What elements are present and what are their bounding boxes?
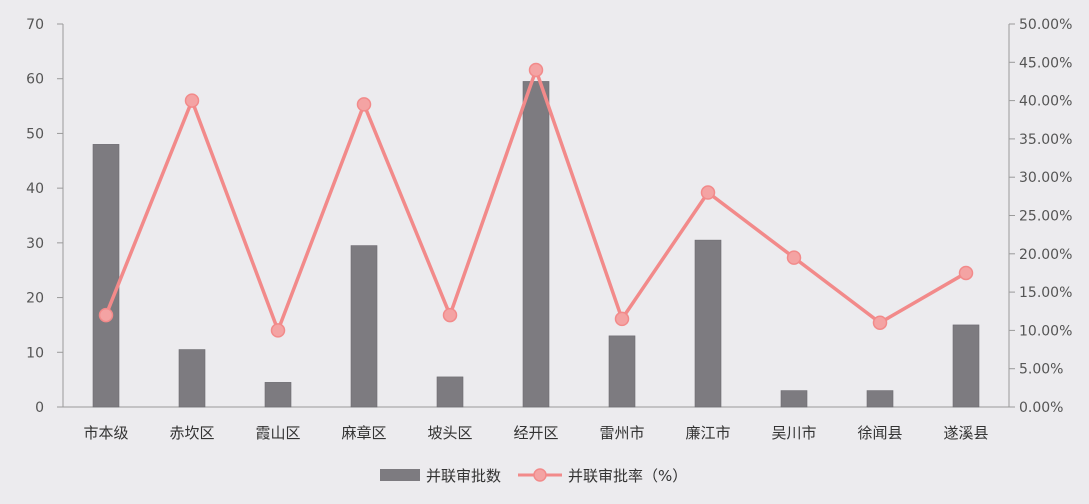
left-axis-tick-label: 60 [26,72,44,88]
legend-bar-label: 并联审批数 [426,467,501,485]
left-axis-tick-label: 20 [26,291,44,307]
bar [436,376,464,408]
bar [952,324,980,408]
category-label: 市本级 [83,424,128,442]
right-axis-tick-label: 35.00% [1019,132,1072,148]
left-axis-tick-label: 10 [26,345,44,361]
bar-series [92,81,980,408]
legend-line-label: 并联审批率（%） [568,467,687,485]
category-label: 遂溪县 [943,424,988,442]
right-axis-tick-label: 20.00% [1019,247,1072,263]
legend: 并联审批数 并联审批率（%） [380,467,687,485]
bar [694,239,722,408]
rate-point [270,323,286,338]
bar [780,390,808,408]
rate-point [872,315,888,330]
right-axis-tick-label: 0.00% [1019,400,1063,416]
bar [92,144,120,408]
rate-point [528,62,544,78]
right-axis-tick-label: 40.00% [1019,94,1072,110]
rate-point [184,93,200,108]
rate-point [700,185,716,200]
rate-point [786,250,802,265]
right-axis-tick-label: 25.00% [1019,209,1072,225]
bar [522,81,550,408]
bar [264,382,292,408]
bar [866,390,894,408]
category-axis: 市本级 赤坎区 霞山区 麻章区 坡头区 经开区 雷州市 廉江市 吴川市 徐闻县 遂溪县 [83,424,988,442]
rate-point [356,97,372,112]
rate-point [958,265,974,281]
right-axis-tick-label: 5.00% [1019,362,1063,378]
left-axis-tick-label: 40 [26,181,44,197]
left-axis-tick-label: 70 [26,17,44,33]
rate-point [614,311,630,327]
category-label: 徐闻县 [857,424,902,442]
left-axis-tick-label: 50 [26,126,44,142]
category-label: 雷州市 [599,424,644,442]
legend-line-marker [533,468,547,482]
bar [178,349,206,408]
category-label: 吴川市 [771,424,816,442]
right-axis-tick-label: 30.00% [1019,170,1072,186]
right-axis-tick-label: 50.00% [1019,17,1072,33]
left-axis-tick-label: 0 [35,400,44,416]
right-axis-tick-label: 10.00% [1019,323,1072,339]
right-axis: 0.00% 5.00% 10.00% 15.00% 20.00% 25.00% 30.00%… [1008,17,1072,416]
right-axis-tick-label: 45.00% [1019,55,1072,71]
bar [608,335,636,408]
category-label: 麻章区 [341,424,386,442]
legend-bar-swatch [380,469,420,481]
rate-point [98,307,114,323]
category-label: 赤坎区 [169,424,214,442]
category-label: 坡头区 [427,424,472,442]
bar [350,245,378,408]
left-axis: 0 10 20 30 40 50 60 70 [26,17,1009,416]
category-label: 廉江市 [685,424,730,442]
right-axis-tick-label: 15.00% [1019,285,1072,301]
category-label: 霞山区 [255,424,300,442]
left-axis-tick-label: 30 [26,236,44,252]
rate-point [442,307,458,323]
line-series [98,62,974,338]
category-label: 经开区 [513,424,558,442]
